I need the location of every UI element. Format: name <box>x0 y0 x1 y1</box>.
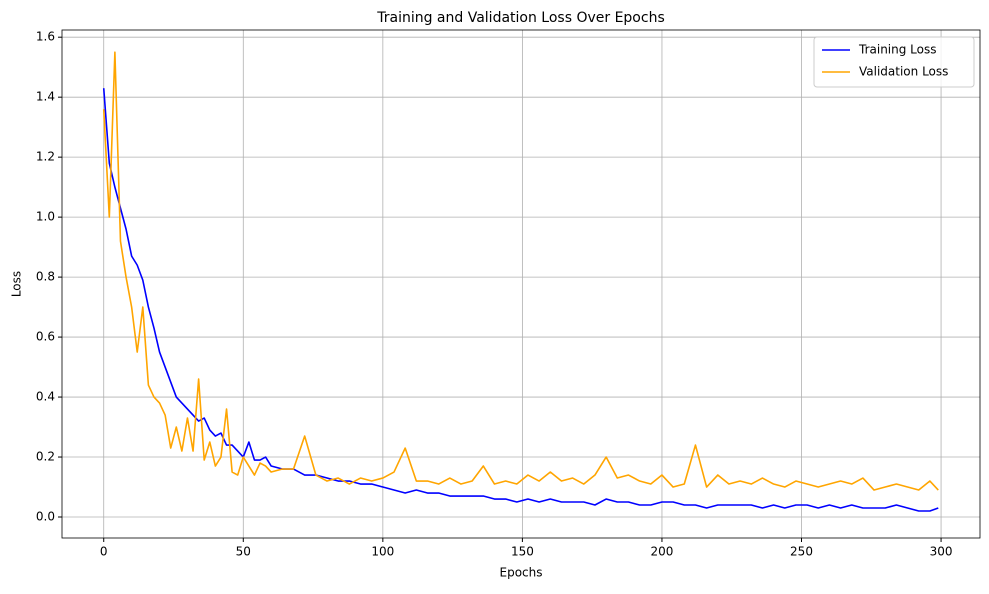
legend-box <box>813 36 975 88</box>
x-tick-label: 0 <box>100 545 108 559</box>
x-tick-label: 100 <box>371 545 394 559</box>
y-tick-label: 0.4 <box>36 390 55 404</box>
x-tick-label: 150 <box>511 545 534 559</box>
y-tick-label: 0.2 <box>36 450 55 464</box>
plot-frame <box>61 29 981 539</box>
y-axis-label: Loss <box>10 271 24 297</box>
y-tick-label: 0.8 <box>36 270 55 284</box>
x-tick-label: 250 <box>790 545 813 559</box>
y-tick-label: 1.4 <box>36 90 55 104</box>
y-tick-label: 1.2 <box>36 150 55 164</box>
x-tick-label: 300 <box>930 545 953 559</box>
line-series <box>102 51 939 491</box>
y-tick-label: 0.0 <box>36 510 55 524</box>
legend-label: Training Loss <box>858 43 936 57</box>
y-tick-label: 1.6 <box>36 30 55 44</box>
chart-title: Training and Validation Loss Over Epochs <box>376 10 665 26</box>
y-tick-label: 1.0 <box>36 210 55 224</box>
x-tick-label: 200 <box>650 545 673 559</box>
line-series <box>102 88 939 512</box>
legend-label: Validation Loss <box>859 65 948 79</box>
y-tick-label: 0.6 <box>36 330 55 344</box>
x-tick-label: 50 <box>236 545 251 559</box>
x-axis-label: Epochs <box>500 566 543 580</box>
